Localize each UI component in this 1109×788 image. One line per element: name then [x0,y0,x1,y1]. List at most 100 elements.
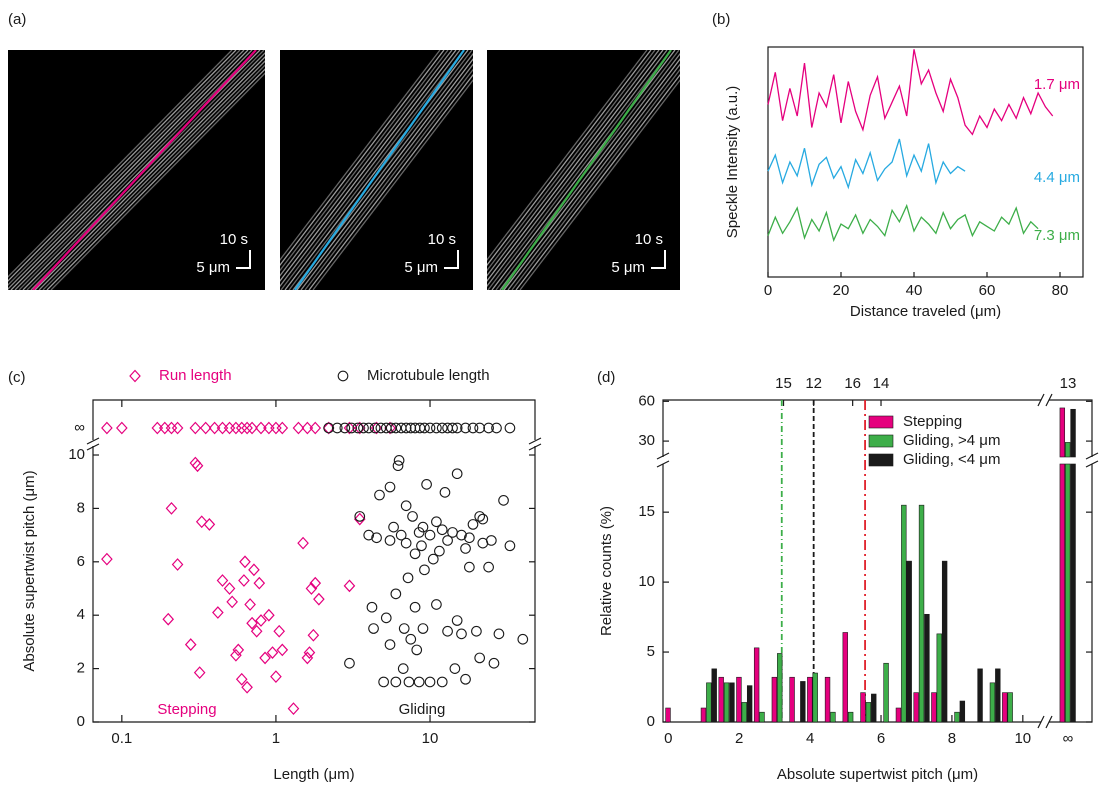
point [434,545,445,557]
streak [34,56,265,290]
streak [22,50,261,290]
point [287,702,300,716]
streak [280,50,457,282]
bar [913,692,919,723]
point [305,582,318,595]
streak [304,68,473,290]
point [431,422,442,434]
point [343,579,356,593]
streak [487,50,664,282]
streak [280,50,461,288]
axis-break [528,437,542,451]
axis-break [1037,393,1053,407]
point [165,421,178,435]
point [307,628,320,642]
bar [706,682,712,723]
point [101,552,113,566]
point [477,513,489,525]
y-tick-label: 0 [77,713,85,730]
streak [280,50,453,277]
point [276,421,289,435]
panel-label: (c) [8,369,26,386]
point [493,628,505,640]
bar [711,668,717,723]
streak [42,64,265,290]
point [400,422,412,434]
trace [767,49,1054,136]
legend-label: Microtubule length [367,367,490,384]
point [378,676,389,688]
point [384,639,396,650]
x-tick-label: 20 [833,282,850,299]
axis-break [656,452,670,468]
bar [1059,407,1066,458]
point [273,624,286,638]
point [158,421,171,435]
point [451,615,463,626]
y-tick-label: 0 [647,713,655,730]
point [467,519,479,530]
point [402,572,414,584]
bar [824,676,831,723]
legend-marker [129,369,141,383]
point [165,502,178,515]
point [417,623,429,634]
point [413,676,425,688]
point [419,564,430,576]
point [292,421,305,435]
point [246,421,258,435]
point [238,574,250,587]
x-tick-label: 0 [764,282,772,299]
bar [895,707,902,723]
point [313,592,325,606]
streak [503,58,680,290]
y-axis-title: Speckle Intensity (a.u.) [724,86,741,239]
bar [789,676,795,723]
scale-bar [651,250,666,269]
y-axis-title: Absolute supertwist pitch (μm) [21,470,38,671]
point [235,672,248,686]
point [375,422,387,434]
point [390,588,402,600]
top-tick-label: 16 [844,375,861,392]
point [390,676,402,688]
point [447,422,458,434]
bar [800,681,806,723]
bar [771,676,778,723]
y-inf-label: ∞ [74,419,85,436]
scale-bar [444,250,459,269]
point [439,487,451,498]
axis-break [86,437,100,451]
bar [959,700,966,723]
point [199,421,212,435]
point [447,527,458,538]
point [193,666,206,679]
point [301,421,314,435]
point [230,648,242,662]
x-tick-label: 4 [806,730,814,747]
bar [977,668,983,723]
streak [18,50,257,290]
point [485,535,497,546]
streak [491,50,676,290]
bar [723,682,730,723]
streak [14,50,253,290]
point [456,628,467,640]
bar [941,560,948,723]
legend-marker [337,370,349,382]
bar [860,692,866,723]
panel-label: (a) [8,11,26,28]
streaks [280,50,473,290]
top-tick-label: 14 [873,375,890,392]
streak [487,50,652,267]
streaks [487,50,680,290]
point [483,561,494,573]
point [363,529,375,541]
x-tick-label: 6 [877,730,885,747]
x-tick-label: 1 [272,730,280,747]
y-tick-label: 2 [77,660,85,677]
streak [8,50,233,278]
axis-break [1085,452,1099,468]
point [344,657,355,669]
